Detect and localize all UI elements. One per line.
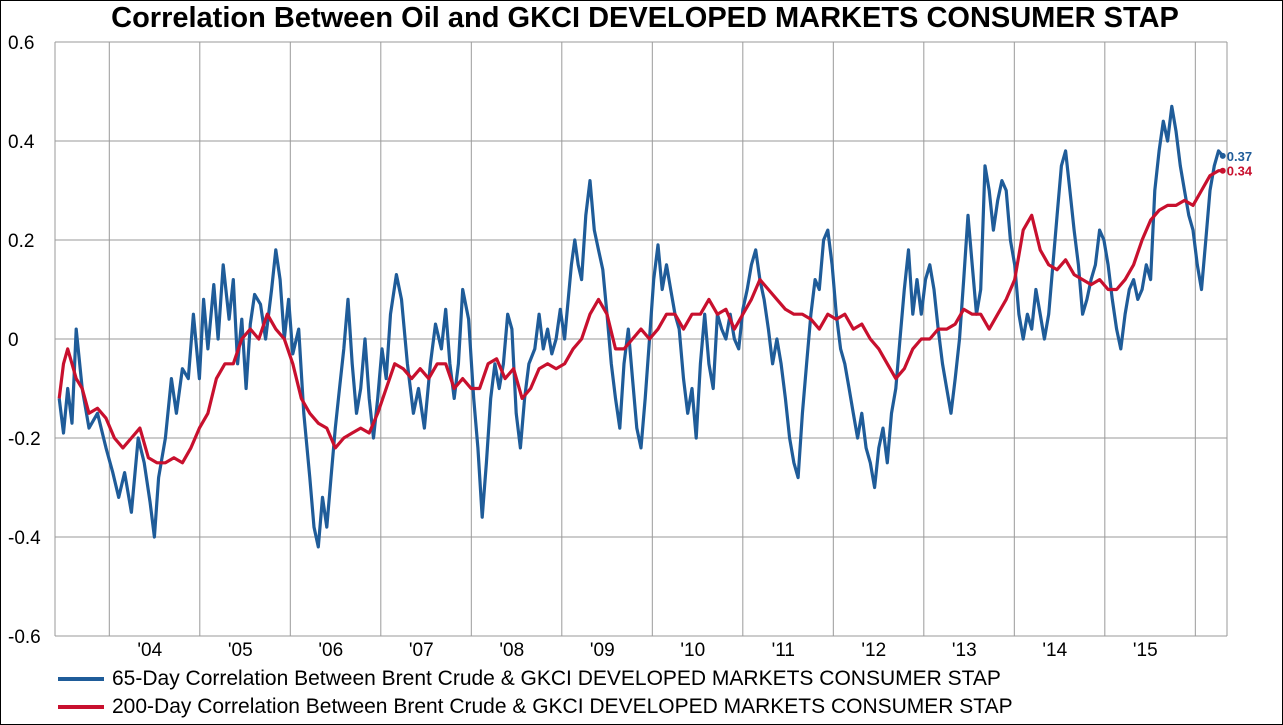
x-tick-label: '11 [772,640,795,661]
y-tick-label: 0 [8,330,19,351]
x-tick-label: '07 [409,640,434,661]
x-tick-label: '12 [861,640,886,661]
legend-label-65-day: 65-Day Correlation Between Brent Crude &… [112,667,1001,690]
chart-title: Correlation Between Oil and GKCI DEVELOP… [111,2,1179,34]
legend-swatch-200-day [58,705,104,709]
end-label-200-day: 0.34 [1227,164,1253,179]
x-tick-label: '08 [499,640,524,661]
legend-item-200-day: 200-Day Correlation Between Brent Crude … [58,693,1013,721]
x-tick-label: '04 [137,640,162,661]
series-line-65-day [57,104,1225,549]
x-tick-label: '10 [680,640,705,661]
x-tick-label: '14 [1042,640,1067,661]
y-tick-label: -0.4 [8,528,41,549]
x-tick-label: '13 [952,640,977,661]
series-line-200-day [57,169,1223,465]
x-tick-label: '05 [228,640,253,661]
y-tick-label: -0.6 [8,627,41,648]
legend: 65-Day Correlation Between Brent Crude &… [58,665,1013,721]
y-tick-label: 0.2 [8,231,34,252]
x-tick-label: '09 [590,640,615,661]
legend-item-65-day: 65-Day Correlation Between Brent Crude &… [58,665,1013,693]
x-tick-label: '06 [318,640,343,661]
legend-label-200-day: 200-Day Correlation Between Brent Crude … [112,695,1013,718]
end-label-65-day: 0.37 [1227,149,1252,164]
end-marker-65-day [1219,152,1226,159]
end-marker-200-day [1219,167,1226,174]
y-tick-label: 0.4 [8,132,35,153]
x-tick-label: '15 [1133,640,1158,661]
y-tick-label: -0.2 [8,429,41,450]
legend-swatch-65-day [58,677,104,681]
y-tick-label: 0.6 [8,33,34,54]
